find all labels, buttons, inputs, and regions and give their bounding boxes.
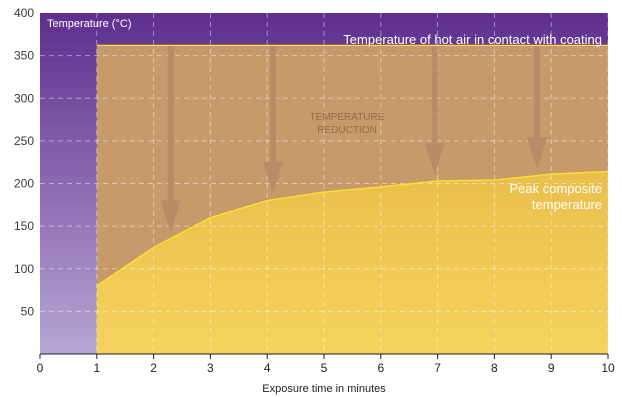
temperature-reduction-arrows <box>160 46 547 233</box>
x-tick-label: 2 <box>150 361 157 375</box>
y-tick-label: 100 <box>14 262 34 276</box>
y-tick-label: 150 <box>14 219 34 233</box>
y-axis-ticks: 50 100 150 200 250 300 350 400 <box>14 6 34 318</box>
reduction-arrow <box>424 46 445 176</box>
x-tick-label: 8 <box>491 361 498 375</box>
y-tick-label: 200 <box>14 177 34 191</box>
reduction-label-line1: TEMPERATURE <box>310 112 385 123</box>
peak-label-line1: Peak composite <box>510 181 603 196</box>
x-tick-label: 4 <box>264 361 271 375</box>
reduction-arrow <box>160 46 181 233</box>
x-tick-label: 10 <box>601 361 615 375</box>
x-tick-label: 9 <box>548 361 555 375</box>
reduction-arrow <box>527 46 547 170</box>
composite-temperature-area <box>96 171 609 354</box>
reduction-label-line2: REDUCTION <box>317 125 376 136</box>
x-tick-label: 3 <box>207 361 214 375</box>
x-tick-label: 7 <box>434 361 441 375</box>
x-tick-label: 1 <box>93 361 100 375</box>
y-tick-label: 250 <box>14 134 34 148</box>
hot-air-series-label: Temperature of hot air in contact with c… <box>343 32 602 47</box>
y-tick-label: 300 <box>14 91 34 105</box>
y-tick-label: 400 <box>14 6 34 20</box>
peak-label-line2: temperature <box>532 197 602 212</box>
y-axis-label: Temperature (°C) <box>47 18 131 30</box>
y-tick-label: 350 <box>14 49 34 63</box>
x-axis-label: Exposure time in minutes <box>262 383 386 395</box>
x-tick-label: 0 <box>37 361 44 375</box>
reduction-arrow <box>262 46 283 194</box>
peak-composite-line <box>96 170 609 287</box>
x-axis-ticks: 0 1 2 3 4 5 6 7 8 9 10 <box>37 354 615 375</box>
x-tick-label: 5 <box>321 361 328 375</box>
y-tick-label: 50 <box>21 304 35 318</box>
x-tick-label: 6 <box>377 361 384 375</box>
